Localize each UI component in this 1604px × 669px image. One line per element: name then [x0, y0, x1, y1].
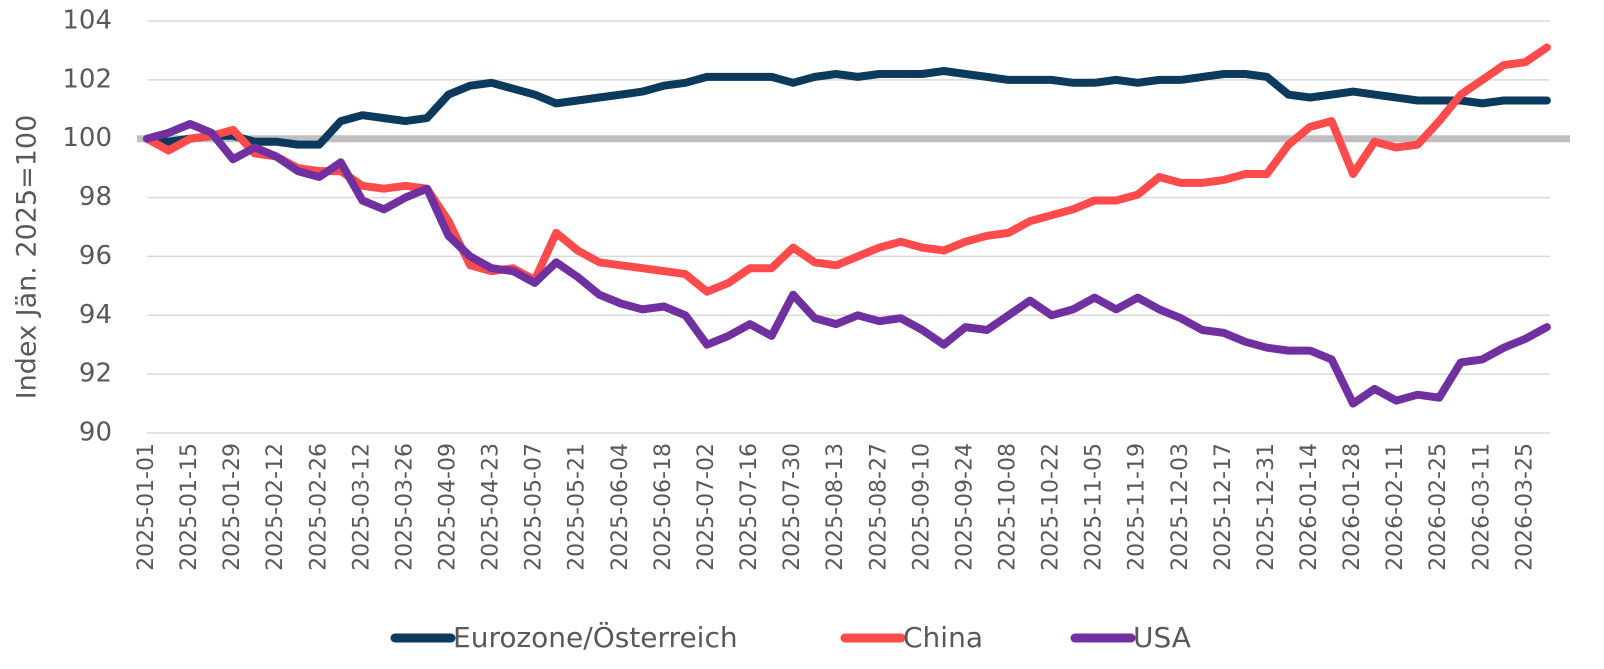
- x-tick-label: 2025-09-10: [909, 443, 934, 571]
- x-tick-label: 2025-11-19: [1125, 443, 1150, 571]
- x-tick-label: 2026-01-14: [1297, 443, 1322, 571]
- x-tick-label: 2025-07-02: [694, 443, 719, 571]
- y-tick-label: 90: [79, 418, 112, 448]
- y-tick-label: 104: [62, 6, 112, 36]
- legend-label: China: [903, 621, 983, 654]
- legend-item: China: [840, 621, 983, 654]
- legend-item: Eurozone/Österreich: [390, 620, 738, 654]
- x-tick-label: 2025-03-12: [349, 443, 374, 571]
- x-tick-label: 2026-02-11: [1383, 443, 1408, 571]
- y-tick-label: 102: [62, 64, 112, 94]
- x-tick-label: 2025-01-01: [134, 443, 159, 571]
- x-tick-label: 2025-06-04: [608, 443, 633, 571]
- x-tick-label: 2025-12-17: [1211, 443, 1236, 571]
- y-tick-label: 94: [79, 300, 112, 330]
- x-tick-label: 2025-08-27: [866, 443, 891, 571]
- legend-label: Eurozone/Österreich: [453, 620, 738, 654]
- y-tick-label: 100: [62, 123, 112, 153]
- x-tick-label: 2025-08-13: [823, 443, 848, 571]
- x-tick-label: 2025-05-21: [565, 443, 590, 571]
- y-tick-label: 98: [79, 182, 112, 212]
- x-tick-label: 2025-07-30: [780, 443, 805, 571]
- y-tick-label: 92: [79, 359, 112, 389]
- x-tick-label: 2025-02-26: [306, 443, 331, 571]
- x-tick-label: 2025-04-09: [436, 443, 461, 571]
- x-tick-label: 2025-04-23: [479, 443, 504, 571]
- x-tick-label: 2025-06-18: [651, 443, 676, 571]
- x-tick-label: 2025-12-31: [1254, 443, 1279, 571]
- x-tick-label: 2025-01-29: [220, 443, 245, 571]
- x-tick-label: 2025-11-05: [1082, 443, 1107, 571]
- x-tick-label: 2025-10-22: [1039, 443, 1064, 571]
- y-tick-label: 96: [79, 241, 112, 271]
- x-tick-label: 2026-02-25: [1426, 443, 1451, 571]
- x-tick-label: 2025-05-07: [522, 443, 547, 571]
- x-tick-label: 2026-03-11: [1469, 443, 1494, 571]
- x-tick-label: 2026-01-28: [1340, 443, 1365, 571]
- y-axis-label: Index Jän. 2025=100: [12, 115, 43, 400]
- x-tick-label: 2025-12-03: [1168, 443, 1193, 571]
- x-tick-label: 2025-09-24: [952, 443, 977, 571]
- x-tick-label: 2026-03-25: [1512, 443, 1537, 571]
- x-tick-label: 2025-01-15: [177, 443, 202, 571]
- x-tick-label: 2025-02-12: [263, 443, 288, 571]
- series-line: [143, 67, 1551, 149]
- x-tick-label: 2025-07-16: [737, 443, 762, 571]
- x-tick-label: 2025-03-26: [392, 443, 417, 571]
- series-line: [143, 43, 1551, 296]
- x-tick-label: 2025-10-08: [995, 443, 1020, 571]
- legend-label: USA: [1133, 621, 1191, 654]
- series-line: [143, 120, 1551, 408]
- legend-item: USA: [1070, 621, 1191, 654]
